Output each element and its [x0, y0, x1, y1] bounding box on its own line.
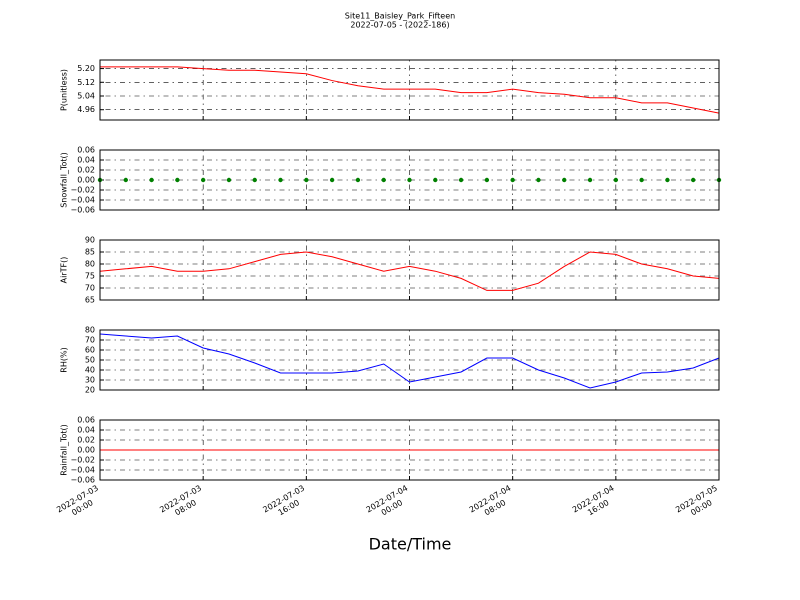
- y-tick-label: 70: [85, 284, 95, 293]
- y-tick-label: −0.06: [70, 206, 95, 215]
- data-point: [200, 177, 206, 183]
- y-tick-label: 40: [85, 366, 95, 375]
- data-point: [149, 177, 154, 183]
- y-tick-label: 0.06: [77, 146, 95, 155]
- y-tick-label: 0.06: [77, 416, 95, 425]
- data-point: [536, 177, 541, 183]
- y-axis-label: Rainfall_Tot(): [60, 424, 69, 476]
- y-axis-label: AirTF(): [60, 257, 69, 284]
- data-point: [639, 177, 644, 183]
- data-point: [562, 177, 567, 183]
- y-tick-label: 90: [85, 236, 95, 245]
- y-tick-label: −0.02: [70, 456, 95, 465]
- y-axis-label: RH(%): [60, 347, 69, 372]
- data-line: [99, 333, 720, 389]
- axes-frame: [99, 149, 720, 211]
- data-point: [175, 177, 180, 183]
- axes-frame: [99, 329, 720, 391]
- y-tick-label: 0.00: [77, 446, 95, 455]
- y-tick-label: 70: [85, 336, 95, 345]
- data-point: [613, 177, 619, 183]
- y-tick-label: 85: [85, 248, 95, 257]
- y-axis-label: P(unitless): [60, 69, 69, 111]
- data-point: [691, 177, 696, 183]
- y-tick-label: −0.02: [70, 186, 95, 195]
- axes-frame: [99, 419, 720, 481]
- data-point: [123, 177, 128, 183]
- data-point: [484, 177, 490, 183]
- data-point: [458, 177, 464, 183]
- data-point: [278, 177, 283, 183]
- data-line: [100, 66, 720, 114]
- y-tick-label: −0.04: [70, 466, 95, 475]
- y-tick-label: 5.20: [77, 64, 95, 73]
- data-line: [99, 251, 720, 291]
- y-tick-label: 4.96: [77, 105, 95, 114]
- y-tick-label: 80: [85, 326, 95, 335]
- y-tick-label: 0.04: [77, 156, 95, 165]
- y-tick-label: 65: [85, 296, 95, 305]
- y-tick-label: 0.00: [77, 176, 95, 185]
- y-tick-label: 5.12: [77, 78, 95, 87]
- y-tick-label: −0.04: [70, 196, 95, 205]
- y-tick-label: 0.04: [77, 426, 95, 435]
- y-tick-label: 30: [85, 376, 95, 385]
- chart-title: Site11_Baisley_Park_Fifteen: [345, 12, 455, 21]
- data-point: [329, 177, 335, 183]
- data-point: [665, 177, 670, 183]
- y-tick-label: 0.02: [77, 166, 95, 175]
- data-point: [304, 177, 309, 183]
- x-axis-label: Date/Time: [369, 535, 452, 554]
- data-point: [587, 177, 593, 183]
- axes-frame: [99, 239, 720, 301]
- chart-subtitle: 2022-07-05 - (2022-186): [350, 21, 449, 30]
- y-tick-label: 80: [85, 260, 95, 269]
- y-tick-label: 50: [85, 356, 95, 365]
- data-point: [433, 177, 438, 183]
- y-tick-label: 75: [85, 272, 95, 281]
- y-axis-label: Snowfall_Tot(): [60, 152, 69, 208]
- data-point: [252, 177, 257, 183]
- data-point: [355, 177, 361, 183]
- data-point: [381, 177, 386, 183]
- y-tick-label: 20: [85, 386, 95, 395]
- data-point: [407, 177, 412, 183]
- data-point: [226, 177, 232, 183]
- y-tick-label: 60: [85, 346, 95, 355]
- data-point: [510, 177, 515, 183]
- y-tick-label: 5.04: [77, 92, 95, 101]
- y-tick-label: −0.06: [70, 476, 95, 485]
- y-tick-label: 0.02: [77, 436, 95, 445]
- axes-frame: [99, 59, 720, 121]
